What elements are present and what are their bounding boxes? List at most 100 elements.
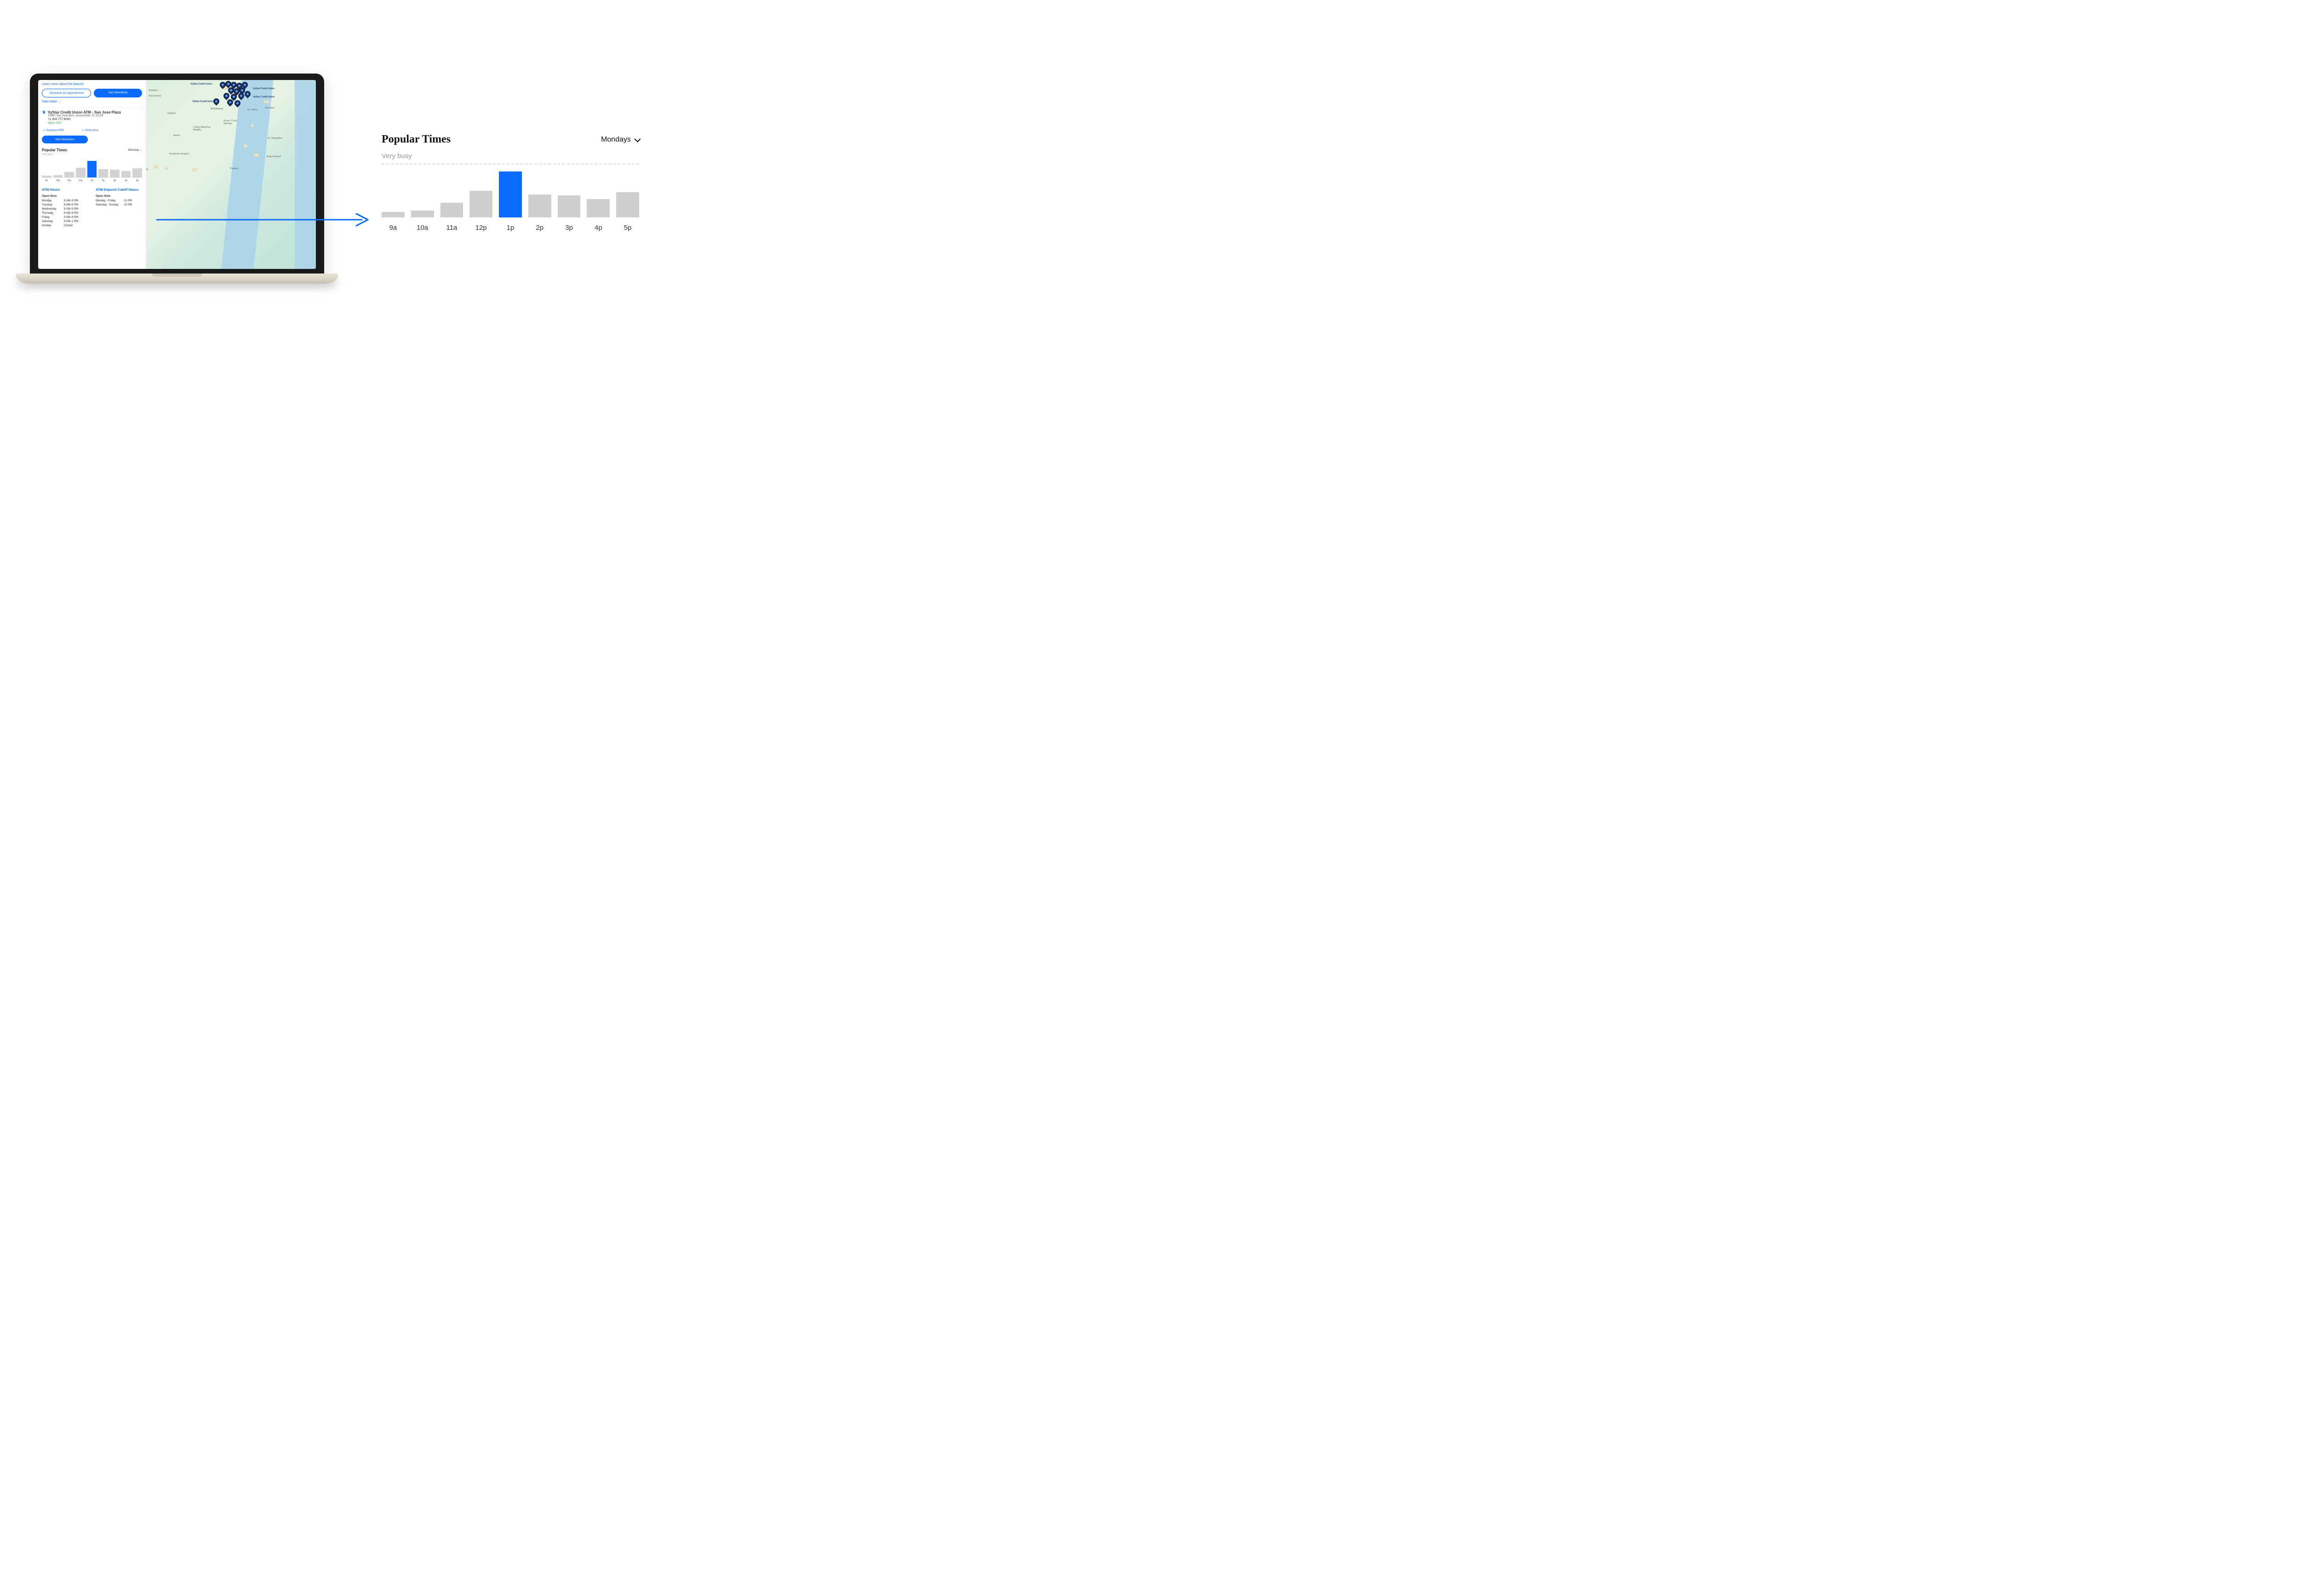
road-shield: 17: [244, 144, 247, 148]
feature-drive-thru: Drive-thru: [82, 128, 98, 132]
threshold-line: [382, 164, 639, 165]
map-place-label: Nocatee: [265, 107, 275, 109]
details-panel: Learn more about the branch Schedule an …: [38, 80, 146, 269]
chart-bar[interactable]: [64, 172, 74, 177]
location-phone[interactable]: +1 904 777 6000: [48, 118, 142, 121]
popular-times-title-small: Popular Times: [42, 148, 67, 152]
laptop-mockup: Learn more about the branch Schedule an …: [16, 74, 338, 284]
map-place-label: Camp Blanding Wildlife: [193, 126, 216, 131]
atm-hours-section: ATM Hours Open Now Monday9 AM–5 PMTuesda…: [42, 188, 88, 228]
location-address: 10950 San Jose Blvd, Jacksonville, FL 32…: [48, 114, 142, 117]
chart-x-label: 5p: [624, 224, 632, 232]
chart-bar[interactable]: [469, 191, 492, 217]
road-shield: 207: [254, 154, 259, 157]
divider: [38, 107, 146, 108]
road-shield: 100: [192, 168, 197, 171]
chart-x-label: 3p: [110, 179, 120, 182]
chart-column: 2p: [528, 194, 551, 232]
road-shield: 21: [165, 166, 168, 170]
laptop-notch: [156, 74, 198, 79]
chart-x-label: 2p: [536, 224, 543, 232]
chart-bar[interactable]: [499, 171, 522, 217]
chart-x-label: 4p: [121, 179, 131, 182]
chart-bar[interactable]: [587, 199, 610, 217]
chart-bar[interactable]: [53, 175, 63, 177]
chart-column: 3p: [558, 195, 581, 232]
chart-bar[interactable]: [411, 211, 434, 217]
chart-column: 5p: [616, 192, 639, 232]
chart-x-label: 4p: [595, 224, 602, 232]
map-place-label: Starke: [173, 134, 180, 137]
map-place-label: Macclenny: [149, 95, 161, 97]
hours-row: Thursday9 AM–5 PM: [42, 211, 88, 216]
chart-x-label: 3p: [565, 224, 573, 232]
chart-bar[interactable]: [121, 171, 131, 177]
learn-more-link[interactable]: Learn more about the branch: [42, 83, 142, 86]
chart-x-label: 11a: [446, 224, 457, 232]
chart-bar[interactable]: [132, 168, 142, 177]
map-place-label: Green Cove Springs: [223, 120, 242, 125]
map-marker-label: VyStar Credit Union: [192, 100, 214, 103]
hours-row: Monday - Friday11 PM: [96, 199, 142, 203]
chart-column: 9a: [382, 212, 405, 232]
chart-bar[interactable]: [382, 212, 405, 217]
map-place-label: Middleburg: [211, 108, 223, 110]
ocean-shape: [295, 80, 316, 269]
chart-x-label: 10a: [53, 179, 63, 182]
chart-bar[interactable]: [558, 195, 581, 217]
get-directions-button[interactable]: Get Directions: [94, 89, 142, 97]
popular-times-title: Popular Times: [382, 133, 451, 146]
hours-row: Saturday - Sunday10 PM: [96, 203, 142, 207]
chart-x-label: 1p: [87, 179, 97, 182]
day-selector-label: Monday: [128, 148, 139, 152]
chart-bar[interactable]: [110, 170, 120, 177]
view-more-label: View More: [42, 100, 57, 103]
chart-x-label: 12p: [475, 224, 487, 232]
view-more-link[interactable]: View More ⌄: [42, 100, 142, 103]
map-place-label: Keystone Heights: [169, 153, 189, 155]
app-window: Learn more about the branch Schedule an …: [38, 80, 316, 269]
map-marker-label: VyStar Credit Union: [253, 96, 275, 98]
chart-bar[interactable]: [42, 176, 51, 177]
road-shield: 1: [251, 124, 254, 127]
busy-label-small: Very busy: [42, 153, 142, 156]
map-place-label: St. Johns: [247, 108, 258, 111]
hours-row: Monday9 AM–5 PM: [42, 199, 88, 203]
hours-row: Saturday9 AM–1 PM: [42, 220, 88, 224]
location-title: VyStar Credit Union ATM - San Jose Plaza: [48, 110, 121, 114]
day-selector-label: Mondays: [601, 136, 631, 144]
chart-bar[interactable]: [76, 168, 86, 177]
location-pin-icon: [42, 110, 46, 114]
map-view[interactable]: Baldwin Macclenny Raiford Starke Keyston…: [146, 80, 316, 269]
chart-bar[interactable]: [616, 192, 639, 217]
cutoff-hours-title: ATM Deposit Cutoff Hours: [96, 188, 142, 192]
map-place-label: ille: [146, 168, 149, 171]
popular-times-panel: Popular Times Mondays Very busy 9a10a11a…: [382, 133, 639, 232]
schedule-appointment-button[interactable]: Schedule an Appointment: [42, 89, 91, 97]
chevron-down-icon: ⌄: [140, 148, 142, 152]
chart-bar[interactable]: [440, 203, 463, 217]
features-row: Outdoor ATM Drive-thru: [43, 128, 142, 132]
chart-column: 1p: [499, 171, 522, 232]
map-place-label: Butler Beach: [267, 155, 281, 158]
road-shield: A1A: [264, 100, 269, 103]
get-directions-button-2[interactable]: Get Directions: [42, 136, 88, 143]
map-place-label: Palatka: [230, 167, 238, 170]
hours-row: Friday9 AM–6 PM: [42, 216, 88, 220]
chart-x-label: 1p: [507, 224, 515, 232]
chart-x-label: 2p: [98, 179, 108, 182]
chart-bar[interactable]: [87, 161, 97, 177]
map-place-label: St. Augustine: [268, 137, 282, 140]
laptop-screen: Learn more about the branch Schedule an …: [30, 74, 324, 274]
chart-bar[interactable]: [528, 194, 551, 217]
chart-x-label: 9a: [42, 179, 51, 182]
chart-bar[interactable]: [98, 169, 108, 177]
day-selector[interactable]: Mondays: [601, 136, 639, 144]
chart-x-label: 5p: [132, 179, 142, 182]
popular-times-chart: 9a10a11a12p1p2p3p4p5p: [382, 172, 639, 232]
chart-column: 11a: [440, 203, 463, 232]
chart-x-label: 12p: [76, 179, 86, 182]
hours-row: SundayClosed: [42, 224, 88, 228]
cutoff-hours-section: ATM Deposit Cutoff Hours Open Now Monday…: [96, 188, 142, 228]
day-selector-small[interactable]: Monday ⌄: [128, 148, 142, 152]
